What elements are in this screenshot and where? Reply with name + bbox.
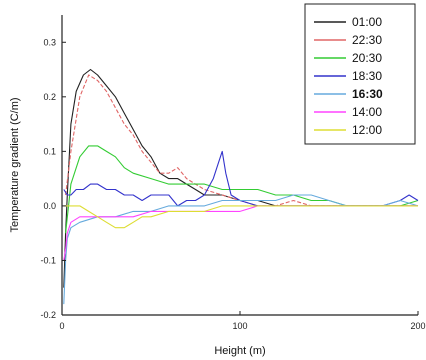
series-line-2030: [65, 145, 419, 234]
series-line-1400: [63, 205, 418, 261]
y-tick-label: 0.2: [43, 92, 56, 102]
legend-label-1400: 14:00: [352, 105, 382, 119]
legend-label-1630: 16:30: [352, 87, 383, 101]
ticks-layer: -0.2 -0.1 0.0 0.1 0.2 0.3 0 100 200: [40, 37, 425, 331]
series-line-1830: [63, 150, 419, 207]
legend-label-1830: 18:30: [352, 69, 382, 83]
series-line-1200: [63, 205, 418, 229]
y-axis-title: Temperature gradient (C/m): [9, 97, 21, 232]
y-tick-label: 0.3: [43, 37, 56, 47]
series-layer: [63, 68, 419, 305]
legend-label-0100: 01:00: [352, 15, 382, 29]
x-tick-label: 200: [410, 321, 425, 331]
y-tick-label: -0.1: [40, 255, 56, 265]
y-tick-label: -0.2: [40, 310, 56, 320]
x-tick-label: 0: [59, 321, 64, 331]
legend: 01:00 22:30 20:30 18:30 16:30 14:00 12:00: [304, 3, 416, 145]
legend-box: [304, 3, 416, 145]
legend-label-1200: 12:00: [352, 123, 382, 137]
x-tick-label: 100: [232, 321, 247, 331]
y-tick-label: 0.1: [43, 146, 56, 156]
legend-label-2230: 22:30: [352, 33, 382, 47]
y-tick-label: 0.0: [43, 201, 56, 211]
legend-label-2030: 20:30: [352, 51, 382, 65]
x-axis-title: Height (m): [214, 345, 265, 357]
